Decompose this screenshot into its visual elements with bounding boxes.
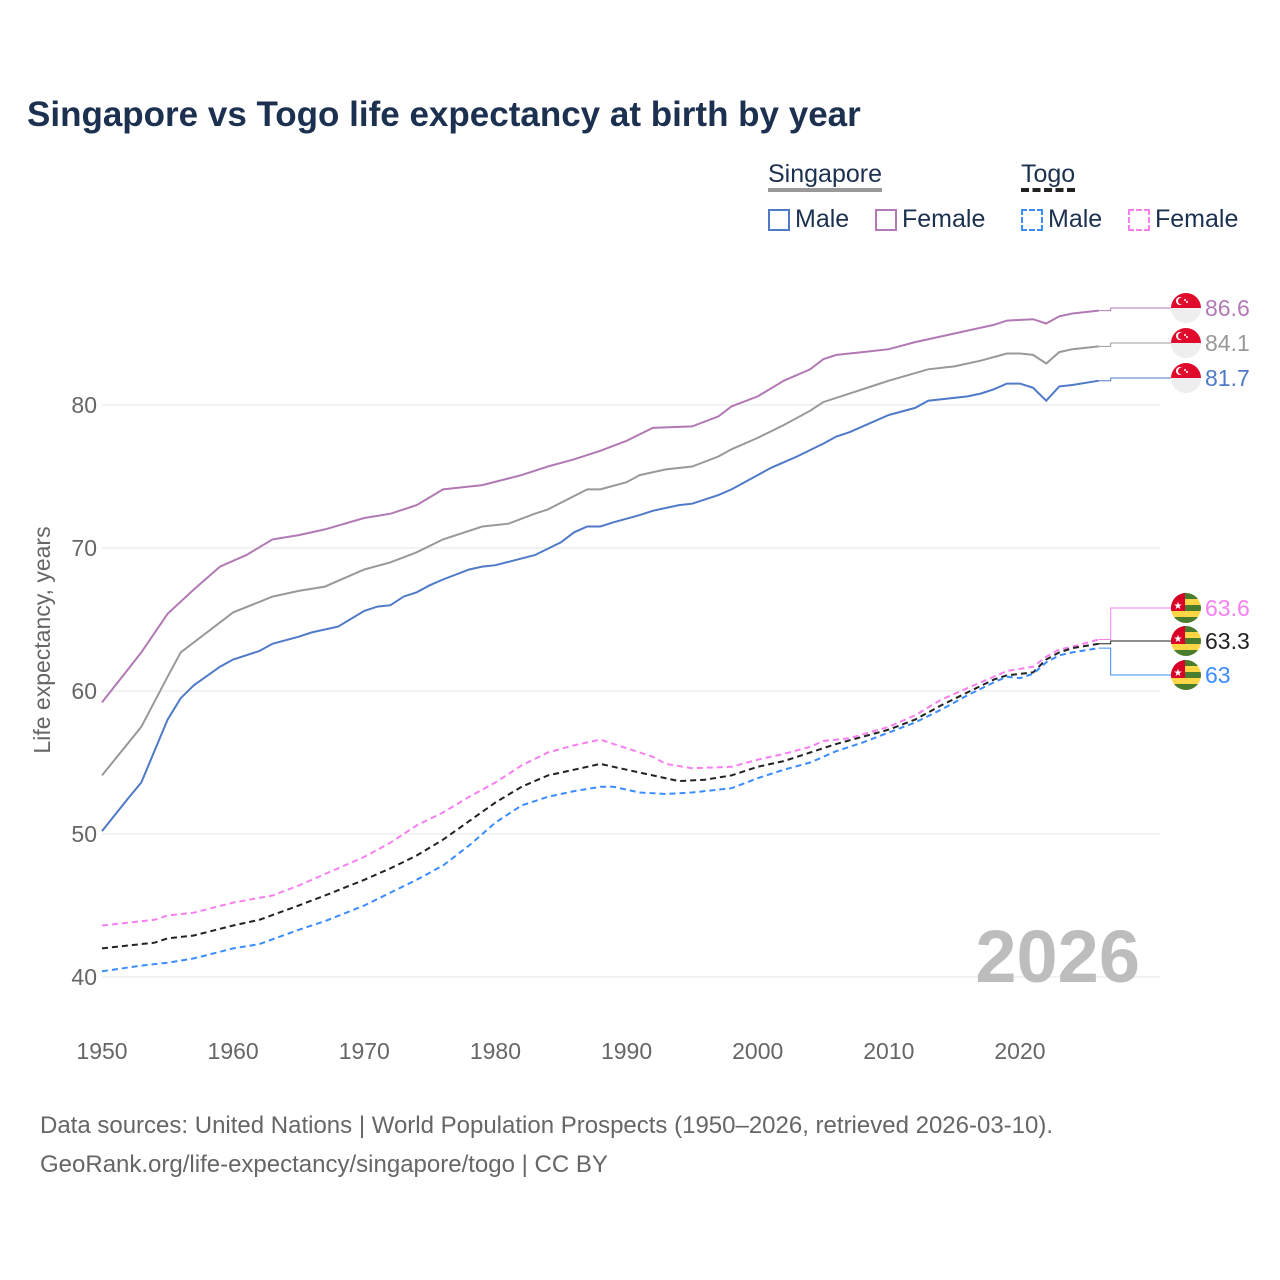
- singapore-flag-icon: [1171, 363, 1201, 393]
- legend-singapore-male[interactable]: Male: [768, 205, 849, 234]
- y-tick-label: 70: [71, 535, 97, 561]
- svg-text:★: ★: [1174, 668, 1183, 679]
- series-lines: [101, 309, 1099, 973]
- y-axis-label: Life expectancy, years: [29, 526, 55, 753]
- end-value-label: 63.3: [1205, 628, 1250, 654]
- source-link[interactable]: GeoRank.org/life-expectancy/singapore/to…: [40, 1151, 608, 1178]
- y-tick-label: 50: [71, 821, 97, 847]
- togo-flag-icon: ★: [1171, 593, 1201, 623]
- year-watermark: 2026: [975, 915, 1140, 998]
- series-line-singapore-male: [101, 379, 1099, 832]
- end-connector: [1098, 377, 1172, 382]
- end-value-label: 84.1: [1205, 330, 1250, 356]
- legend-label: Female: [1155, 205, 1239, 233]
- source-line: Data sources: United Nations | World Pop…: [40, 1112, 1054, 1139]
- svg-text:★: ★: [1174, 601, 1183, 612]
- x-tick-label: 1990: [601, 1038, 652, 1064]
- legend-label: Male: [1048, 205, 1103, 233]
- singapore-flag-icon: [1171, 328, 1201, 358]
- series-line-singapore-female: [101, 309, 1099, 704]
- x-tick-label: 2020: [994, 1038, 1045, 1064]
- x-tick-label: 1950: [76, 1038, 127, 1064]
- legend-group-label: Togo: [1021, 160, 1076, 192]
- gridlines: [102, 404, 1160, 978]
- x-tick-label: 1980: [470, 1038, 521, 1064]
- togo-flag-icon: ★: [1171, 626, 1201, 656]
- end-value-label: 86.6: [1205, 295, 1250, 321]
- end-value-label: 63: [1205, 662, 1231, 688]
- legend-singapore-female[interactable]: Female: [875, 205, 985, 234]
- end-connector: [1098, 342, 1172, 347]
- end-value-label: 63.6: [1205, 595, 1250, 621]
- series-line-togo: [101, 642, 1099, 950]
- legend-swatch: [768, 208, 790, 231]
- legend-label: Female: [902, 205, 986, 233]
- legend-group-togo[interactable]: Togo: [1021, 160, 1076, 192]
- chart-title: Singapore vs Togo life expectancy at bir…: [27, 95, 861, 134]
- x-tick-label: 1960: [208, 1038, 259, 1064]
- end-connector: [1098, 640, 1172, 645]
- singapore-flag-icon: [1171, 293, 1201, 323]
- legend-swatch: [875, 208, 897, 231]
- end-connector: [1098, 607, 1172, 641]
- source-note: Data sources: United Nations | World Pop…: [40, 1106, 1053, 1184]
- x-tick-label: 2010: [863, 1038, 914, 1064]
- legend-label: Male: [795, 205, 850, 233]
- y-tick-label: 80: [71, 392, 97, 418]
- series-line-singapore: [101, 345, 1099, 777]
- x-tick-label: 1970: [339, 1038, 390, 1064]
- end-value-label: 81.7: [1205, 365, 1250, 391]
- x-tick-label: 2000: [732, 1038, 783, 1064]
- svg-text:★: ★: [1174, 634, 1183, 645]
- end-connector: [1098, 307, 1172, 312]
- legend-togo-female[interactable]: Female: [1128, 205, 1238, 234]
- legend-group-label: Singapore: [768, 160, 882, 192]
- x-axis-ticks: 1950 1960 1970 1980 1990 2000 2010 2020: [76, 1038, 1045, 1064]
- y-tick-label: 40: [71, 964, 97, 990]
- legend-group-singapore[interactable]: Singapore: [768, 160, 882, 192]
- series-line-togo-male: [101, 647, 1099, 973]
- end-labels: 86.6 84.1 81.7 ★ 63.6 ★ 63.3 ★ 63: [1098, 293, 1250, 690]
- togo-flag-icon: ★: [1171, 660, 1201, 690]
- legend-swatch: [1021, 208, 1043, 231]
- series-line-togo-female: [101, 638, 1099, 927]
- y-tick-label: 60: [71, 678, 97, 704]
- legend-togo-male[interactable]: Male: [1021, 205, 1102, 234]
- y-axis-ticks: 40 50 60 70 80: [71, 392, 97, 990]
- legend-swatch: [1128, 208, 1150, 231]
- end-connector: [1098, 647, 1172, 676]
